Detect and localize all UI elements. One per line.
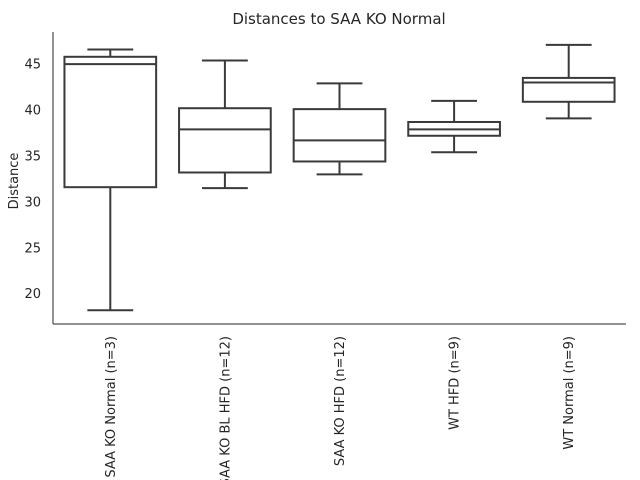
box-group <box>63 48 158 312</box>
x-tick-label: WT Normal (n=9) <box>562 336 577 450</box>
x-tick-label: SAA KO HFD (n=12) <box>333 336 348 466</box>
y-axis-label: Distance <box>7 153 22 210</box>
box-group <box>292 82 387 176</box>
y-tick-label: 35 <box>24 149 41 164</box>
box-series <box>63 43 616 312</box>
box-group <box>521 43 616 120</box>
y-tick-label: 20 <box>24 287 41 302</box>
iqr-box <box>63 55 158 189</box>
box-group <box>178 59 272 190</box>
x-tick-label: SAA KO Normal (n=3) <box>104 336 119 478</box>
x-axis-tick-labels: SAA KO Normal (n=3) SAA KO BL HFD (n=12) S… <box>104 336 577 480</box>
x-tick-label: WT HFD (n=9) <box>448 336 463 430</box>
x-tick-label: SAA KO BL HFD (n=12) <box>218 336 233 480</box>
y-axis-ticks: 20 25 30 35 40 45 <box>24 58 41 303</box>
iqr-box <box>292 108 387 163</box>
chart-title: Distances to SAA KO Normal <box>232 10 445 28</box>
y-tick-label: 45 <box>24 58 41 73</box>
y-tick-label: 40 <box>24 104 41 119</box>
y-tick-label: 30 <box>24 195 41 210</box>
box-group <box>407 99 501 154</box>
iqr-box <box>521 76 616 103</box>
y-tick-label: 25 <box>24 241 41 256</box>
iqr-box <box>178 107 272 174</box>
